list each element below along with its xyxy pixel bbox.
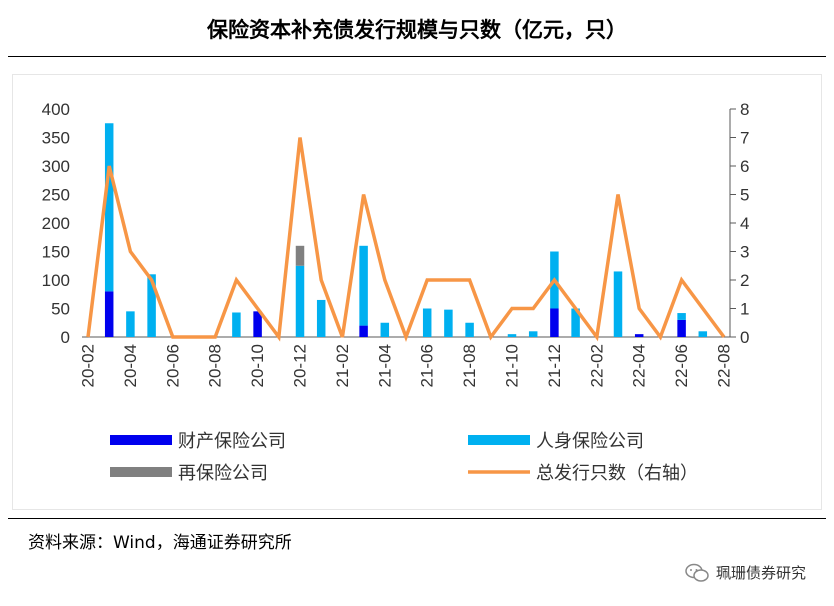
bar-life [295,265,305,337]
bar-life [380,322,390,337]
x-tick-label: 22-06 [672,344,691,387]
y-left-tick-label: 300 [42,157,70,176]
bar-property [359,325,368,337]
bar-life [677,313,686,320]
legend-label: 再保险公司 [178,463,268,484]
bar-property [634,334,644,337]
bar-life [422,308,432,337]
x-tick-label: 21-12 [545,344,564,387]
x-tick-label: 20-06 [163,344,182,387]
y-right-tick-label: 7 [740,129,749,148]
x-tick-label: 20-12 [291,344,310,387]
y-right-tick-label: 0 [740,328,749,347]
x-tick-label: 20-08 [206,344,225,387]
y-right-tick-label: 4 [740,214,749,233]
bar-life [126,311,135,337]
bar-life [571,308,580,337]
bar-life [316,299,326,337]
bar-life [444,309,453,337]
y-right-tick-label: 5 [740,186,749,205]
bar-reinsurance [295,245,305,266]
y-left-tick-label: 350 [42,129,70,148]
brand-name: 珮珊债券研究 [715,564,806,582]
y-left-tick-label: 400 [42,100,70,119]
legend-label: 人身保险公司 [536,431,644,452]
bar-life [359,245,368,326]
x-tick-label: 22-02 [587,344,606,387]
legend-label: 财产保险公司 [178,431,286,452]
x-tick-label: 21-02 [333,344,352,387]
bar-life [613,271,623,337]
bars-layer [104,123,708,337]
legend-swatch-1 [468,435,530,445]
y-left-tick-label: 250 [42,186,70,205]
x-tick-label: 21-06 [418,344,437,387]
y-right-tick-label: 8 [740,100,749,119]
y-left-tick-label: 50 [51,300,70,319]
bar-property [550,308,559,337]
y-right-tick-label: 3 [740,243,749,262]
x-tick-label: 20-10 [248,344,267,387]
x-tick-label: 22-04 [630,344,649,387]
bar-life [232,312,241,337]
bar-property [104,291,114,337]
line-layer [86,137,726,343]
axes-layer: 0 50 100 150 200 250 300 350 400 0 1 2 3 4 5 6 7 8 20-02 20… [42,100,750,387]
x-tick-label: 20-02 [79,344,98,387]
bar-life [104,123,114,292]
wechat-icon [685,563,709,582]
bar-life [147,274,156,337]
source-note: 资料来源：Wind，海通证券研究所 [28,533,292,553]
y-left-tick-label: 100 [42,271,70,290]
x-tick-label: 22-08 [715,344,734,387]
bar-life [528,331,538,337]
legend-swatch-2 [110,467,172,477]
y-right-tick-label: 6 [740,157,749,176]
bar-property [677,319,686,337]
chart-title: 保险资本补充债发行规模与只数（亿元，只） [207,18,627,42]
x-tick-label: 21-08 [460,344,479,387]
top-divider [8,56,826,57]
brand-watermark: 珮珊债券研究 [684,562,806,583]
y-left-tick-label: 0 [61,328,70,347]
y-right-tick-label: 1 [740,300,749,319]
legend-label: 总发行只数（右轴） [536,463,698,484]
y-right-tick-label: 2 [740,271,749,290]
count-line [86,137,726,343]
bar-property [253,311,262,337]
legend-swatch-0 [110,435,172,445]
y-left-tick-label: 200 [42,214,70,233]
bar-life [465,322,474,337]
y-left-tick-label: 150 [42,243,70,262]
bar-life [507,334,517,337]
bar-life [698,331,708,337]
x-tick-label: 20-04 [121,344,140,387]
x-tick-label: 21-10 [503,344,522,387]
x-tick-label: 21-04 [375,344,394,387]
bottom-divider [8,518,826,519]
